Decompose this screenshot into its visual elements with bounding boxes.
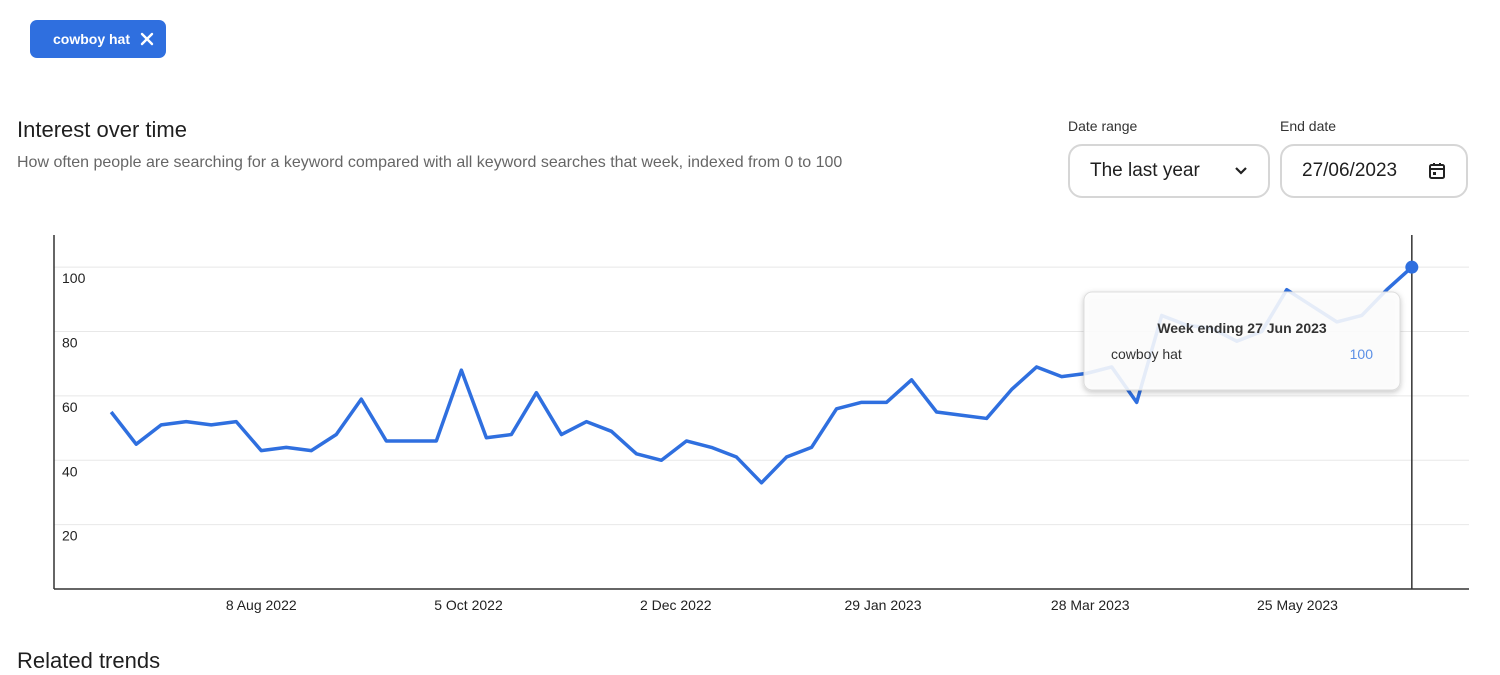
x-tick-label: 29 Jan 2023: [844, 597, 921, 613]
keyword-chip[interactable]: cowboy hat: [30, 20, 166, 58]
x-tick-label: 2 Dec 2022: [640, 597, 712, 613]
y-tick-label: 40: [62, 463, 78, 479]
y-tick-label: 60: [62, 399, 78, 415]
close-icon[interactable]: [140, 32, 154, 46]
date-range-label: Date range: [1068, 118, 1138, 134]
end-date-value: 27/06/2023: [1302, 160, 1398, 181]
section-subtitle: How often people are searching for a key…: [17, 154, 843, 171]
x-tick-label: 5 Oct 2022: [434, 597, 503, 613]
section-title: Interest over time: [17, 117, 187, 142]
calendar-icon[interactable]: [1428, 162, 1446, 180]
chip-label: cowboy hat: [53, 31, 131, 47]
x-tick-label: 8 Aug 2022: [226, 597, 297, 613]
date-range-select[interactable]: The last year: [1068, 144, 1270, 198]
y-tick-label: 100: [62, 270, 86, 286]
end-date-label: End date: [1280, 118, 1337, 134]
y-tick-label: 20: [62, 528, 78, 544]
related-title: Related trends: [17, 648, 161, 673]
tooltip-series: cowboy hat: [1111, 346, 1182, 362]
end-date-input[interactable]: 27/06/2023: [1280, 144, 1468, 198]
x-tick-label: 25 May 2023: [1257, 597, 1338, 613]
date-range-value: The last year: [1090, 160, 1200, 181]
hover-point: [1405, 260, 1419, 274]
chevron-icon: [1235, 167, 1247, 175]
tooltip-value: 100: [1350, 346, 1374, 362]
tooltip-title: Week ending 27 Jun 2023: [1157, 320, 1327, 336]
tooltip: [1083, 291, 1401, 391]
y-tick-label: 80: [62, 335, 78, 351]
x-tick-label: 28 Mar 2023: [1051, 597, 1130, 613]
